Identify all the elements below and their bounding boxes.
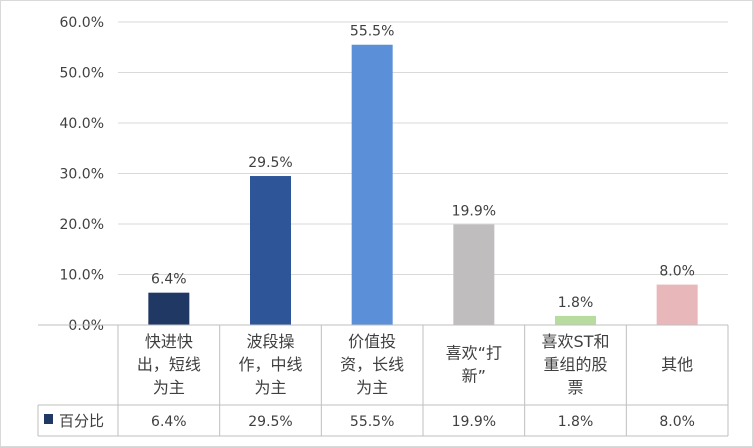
bar bbox=[250, 176, 291, 325]
y-tick-label: 50.0% bbox=[60, 66, 104, 82]
y-tick-label: 60.0% bbox=[60, 15, 104, 31]
category-label: 作，中线 bbox=[238, 355, 302, 374]
category-label: 喜欢“打 bbox=[446, 344, 502, 363]
category-label: 快进快 bbox=[145, 332, 193, 351]
data-label: 8.0% bbox=[659, 264, 695, 280]
data-label: 29.5% bbox=[248, 155, 292, 171]
data-label: 1.8% bbox=[558, 295, 594, 311]
category-label: 为主 bbox=[356, 378, 388, 397]
data-label: 6.4% bbox=[151, 272, 187, 288]
y-tick-label: 0.0% bbox=[68, 318, 104, 334]
legend-marker bbox=[44, 414, 53, 424]
bar bbox=[555, 315, 596, 325]
data-label: 55.5% bbox=[350, 24, 394, 40]
category-label: 为主 bbox=[254, 378, 286, 397]
bar bbox=[656, 284, 698, 325]
bar bbox=[148, 292, 190, 325]
category-label: 其他 bbox=[661, 355, 693, 374]
bar bbox=[453, 224, 495, 325]
table-value: 1.8% bbox=[558, 414, 594, 430]
category-label: 为主 bbox=[153, 378, 185, 397]
category-label: 价值投 bbox=[348, 332, 396, 351]
data-label: 19.9% bbox=[452, 204, 496, 220]
category-label: 重组的股 bbox=[543, 355, 607, 374]
bar bbox=[351, 44, 393, 325]
y-tick-label: 30.0% bbox=[60, 167, 104, 183]
table-value: 6.4% bbox=[151, 414, 187, 430]
category-label: 资，长线 bbox=[340, 355, 404, 374]
category-label: 波段操 bbox=[246, 332, 294, 351]
category-label: 票 bbox=[567, 378, 583, 397]
legend-series-name: 百分比 bbox=[59, 412, 104, 430]
table-value: 55.5% bbox=[350, 414, 394, 430]
category-label: 喜欢ST和 bbox=[542, 332, 610, 351]
category-label: 新” bbox=[462, 367, 486, 386]
y-tick-label: 40.0% bbox=[60, 116, 104, 132]
y-tick-label: 10.0% bbox=[60, 268, 104, 284]
table-value: 19.9% bbox=[452, 414, 496, 430]
category-label: 出，短线 bbox=[137, 355, 201, 374]
table-value: 29.5% bbox=[248, 414, 292, 430]
table-value: 8.0% bbox=[659, 414, 695, 430]
y-tick-label: 20.0% bbox=[60, 217, 104, 233]
